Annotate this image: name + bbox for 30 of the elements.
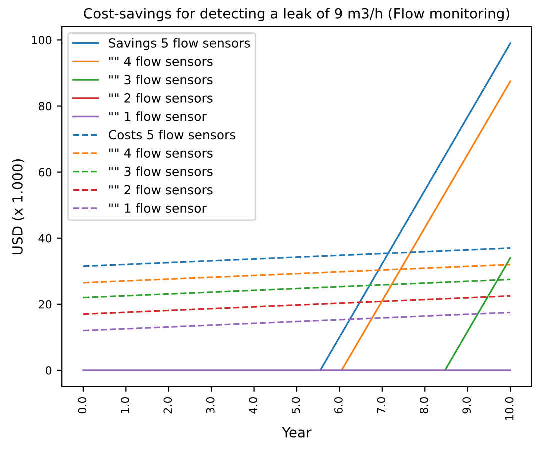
legend-label: "" 2 flow sensors	[110, 93, 213, 103]
x-tick-label: 1.0	[120, 397, 130, 414]
x-tick-label: 7.0	[377, 397, 386, 414]
x-tick-label: 8.0	[420, 397, 428, 414]
y-tick-label: 60	[39, 168, 52, 177]
x-axis-title: Year	[282, 427, 312, 438]
legend-label: "" 3 flow sensors	[110, 166, 213, 176]
legend-label: "" 1 flow sensor	[110, 203, 207, 214]
x-tick-label: 0.0	[78, 397, 87, 414]
legend-label: "" 3 flow sensors	[110, 74, 213, 85]
y-tick-label: 100	[32, 36, 52, 45]
x-tick-label: 9.0	[462, 397, 472, 414]
legend-label: "" 4 flow sensors	[110, 148, 213, 158]
x-tick-label: 4.0	[249, 397, 258, 414]
x-tick-label: 5.0	[292, 397, 300, 414]
x-tick-label: 6.0	[334, 397, 343, 414]
y-tick-label: 80	[38, 102, 52, 111]
x-tick-label: 10.0	[505, 397, 514, 420]
legend-label: "" 4 flow sensors	[110, 56, 213, 66]
chart-title: Cost-savings for detecting a leak of 9 m3/h (Flow monitoring)	[84, 8, 510, 22]
x-tick-label: 3.0	[206, 397, 215, 414]
legend-label: Costs 5 flow sensors	[109, 130, 236, 140]
legend-label: Savings 5 flow sensors	[109, 38, 250, 50]
x-tick-label: 2.0	[164, 397, 172, 414]
y-tick-label: 40	[38, 234, 52, 243]
y-tick-label: 0	[46, 366, 52, 375]
legend-label: "" 1 flow sensor	[110, 112, 207, 122]
y-axis-title: USD (x 1.000)	[12, 160, 25, 254]
y-tick-label: 20	[39, 300, 52, 309]
legend-label: "" 2 flow sensors	[110, 185, 213, 195]
